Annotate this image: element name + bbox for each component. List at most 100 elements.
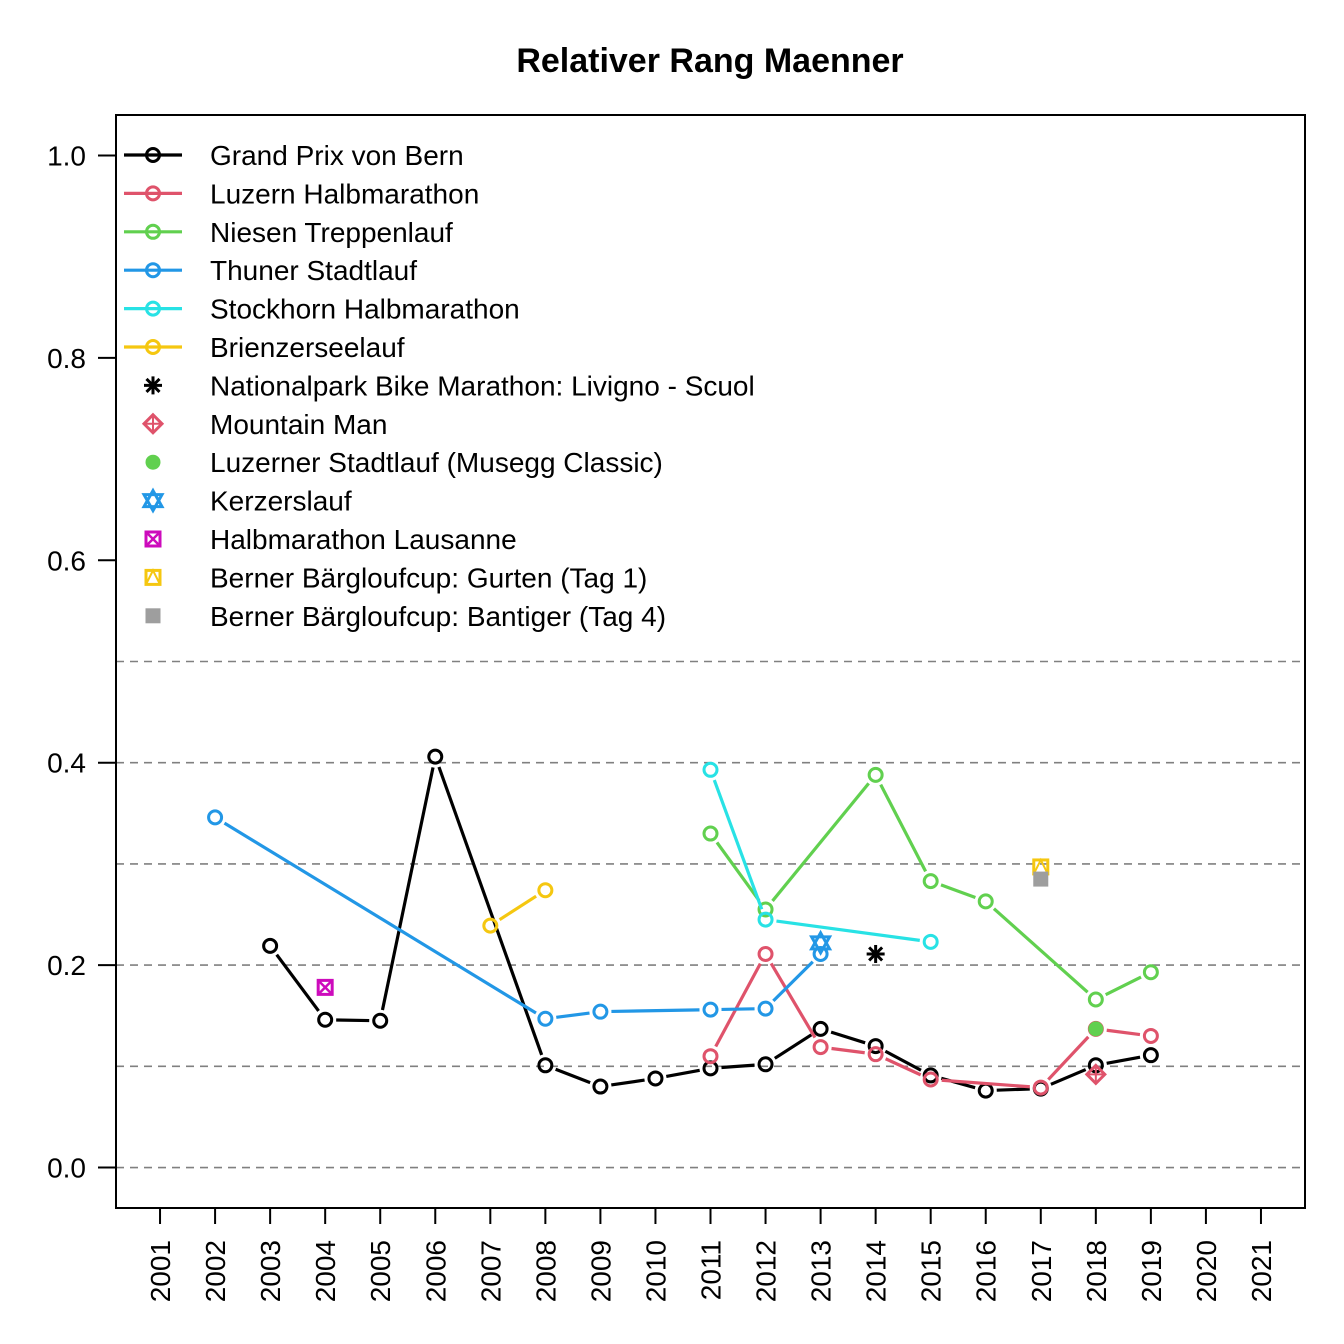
- series-line-segment: [275, 953, 320, 1012]
- series-line-segment: [611, 1078, 645, 1087]
- y-tick-label: 1.0: [47, 140, 86, 171]
- marker-circle: [922, 1071, 939, 1088]
- marker-diamond-plus: [1084, 1063, 1107, 1086]
- x-tick-label: 2005: [365, 1240, 396, 1302]
- series-line-segment: [1050, 1068, 1087, 1086]
- x-tick-label: 2008: [530, 1240, 561, 1302]
- marker-filled-circle: [1088, 1021, 1104, 1037]
- series-line-segment: [772, 960, 814, 1003]
- y-tick-label: 0.0: [47, 1153, 86, 1184]
- legend-item: Mountain Man: [141, 409, 387, 440]
- marker-circle: [922, 873, 939, 890]
- marker-circle: [1087, 991, 1104, 1008]
- series-3: [207, 809, 829, 1027]
- x-tick-label: 2020: [1191, 1240, 1222, 1302]
- marker-circle: [867, 1038, 884, 1055]
- series-line-segment: [776, 919, 920, 942]
- x-tick-label: 2014: [861, 1240, 892, 1302]
- x-tick-label: 2017: [1026, 1240, 1057, 1302]
- x-tick-label: 2006: [420, 1240, 451, 1302]
- marker-circle: [537, 1057, 554, 1074]
- x-tick-label: 2021: [1246, 1240, 1277, 1302]
- plot-series: [207, 748, 1159, 1099]
- series-line-segment: [555, 1067, 591, 1085]
- series-line-segment: [884, 1049, 922, 1072]
- series-10: [316, 978, 334, 996]
- series-line-segment: [1104, 975, 1142, 997]
- legend-label: Grand Prix von Bern: [210, 140, 464, 171]
- marker-circle: [145, 300, 161, 317]
- marker-circle: [207, 809, 224, 826]
- legend-item: Luzerner Stadtlauf (Musegg Classic): [145, 447, 663, 478]
- series-2: [702, 766, 1159, 1008]
- marker-circle: [867, 766, 884, 783]
- y-axis: 0.0 0.2 0.4 0.6 0.8 1.0: [47, 140, 116, 1184]
- marker-circle: [812, 1039, 829, 1056]
- series-line-segment: [437, 766, 544, 1056]
- marker-circle: [757, 1000, 774, 1017]
- marker-square-triangle: [144, 568, 162, 586]
- marker-square-x: [144, 530, 162, 548]
- x-tick-label: 2009: [585, 1240, 616, 1302]
- marker-asterisk: [144, 376, 162, 395]
- series-line-segment: [380, 767, 435, 1011]
- marker-circle: [757, 901, 774, 918]
- series-line-segment: [941, 1078, 1030, 1089]
- series-line-segment: [940, 883, 976, 900]
- series-line-segment: [773, 1033, 813, 1060]
- series-1: [702, 945, 1159, 1096]
- series-0: [262, 748, 1159, 1099]
- marker-circle: [702, 1001, 719, 1018]
- marker-circle: [482, 917, 499, 934]
- x-tick-label: 2016: [971, 1240, 1002, 1302]
- legend-item: Stockhorn Halbmarathon: [124, 294, 520, 325]
- legend-label: Kerzerslauf: [210, 486, 352, 517]
- legend-item: Brienzerseelauf: [124, 332, 405, 363]
- series-line-segment: [831, 1046, 865, 1055]
- y-tick-label: 0.8: [47, 343, 86, 374]
- legend-item: Kerzerslauf: [141, 486, 352, 517]
- legend-item: Niesen Treppenlauf: [124, 217, 453, 248]
- series-9: [809, 929, 833, 956]
- legend-label: Mountain Man: [210, 409, 387, 440]
- legend-label: Niesen Treppenlauf: [210, 217, 453, 248]
- marker-asterisk: [866, 944, 885, 963]
- legend-label: Thuner Stadtlauf: [210, 255, 417, 286]
- x-tick-label: 2015: [916, 1240, 947, 1302]
- x-axis: 2001 2002 2003 2004 2005 2006 2007 2008 2009 2010…: [145, 1208, 1277, 1302]
- legend-label: Luzern Halbmarathon: [210, 178, 479, 209]
- legend: Grand Prix von Bern Luzern Halbmarathon Ni…: [124, 140, 755, 632]
- series-5: [482, 882, 554, 934]
- legend-label: Berner Bärgloufcup: Gurten (Tag 1): [210, 562, 647, 593]
- series-line-segment: [336, 1018, 370, 1023]
- marker-star-of-david: [141, 487, 165, 514]
- series-line-segment: [1047, 1035, 1090, 1081]
- marker-circle: [1142, 1047, 1159, 1064]
- y-tick-label: 0.4: [47, 748, 86, 779]
- marker-circle: [145, 262, 161, 279]
- marker-circle: [145, 223, 161, 240]
- marker-circle: [922, 933, 939, 950]
- legend-label: Luzerner Stadtlauf (Musegg Classic): [210, 447, 663, 478]
- series-line-segment: [884, 1057, 922, 1077]
- marker-circle: [145, 339, 161, 355]
- series-4: [702, 761, 939, 950]
- x-tick-label: 2012: [751, 1240, 782, 1302]
- series-line-segment: [712, 779, 764, 910]
- marker-circle: [757, 911, 774, 928]
- x-tick-label: 2001: [145, 1240, 176, 1302]
- marker-circle: [145, 185, 161, 202]
- plot-frame: [115, 114, 1306, 1209]
- marker-circle: [1142, 1027, 1159, 1044]
- marker-circle: [427, 748, 444, 765]
- legend-label: Nationalpark Bike Marathon: Livigno - Sc…: [210, 370, 755, 401]
- series-line-segment: [556, 1011, 590, 1019]
- series-line-segment: [714, 962, 762, 1048]
- marker-circle: [812, 1020, 829, 1037]
- series-line-segment: [721, 1063, 755, 1070]
- x-tick-label: 2013: [806, 1240, 837, 1302]
- legend-item: Nationalpark Bike Marathon: Livigno - Sc…: [144, 370, 755, 401]
- marker-circle: [145, 147, 161, 163]
- series-line-segment: [769, 962, 817, 1039]
- marker-circle: [1032, 1079, 1049, 1096]
